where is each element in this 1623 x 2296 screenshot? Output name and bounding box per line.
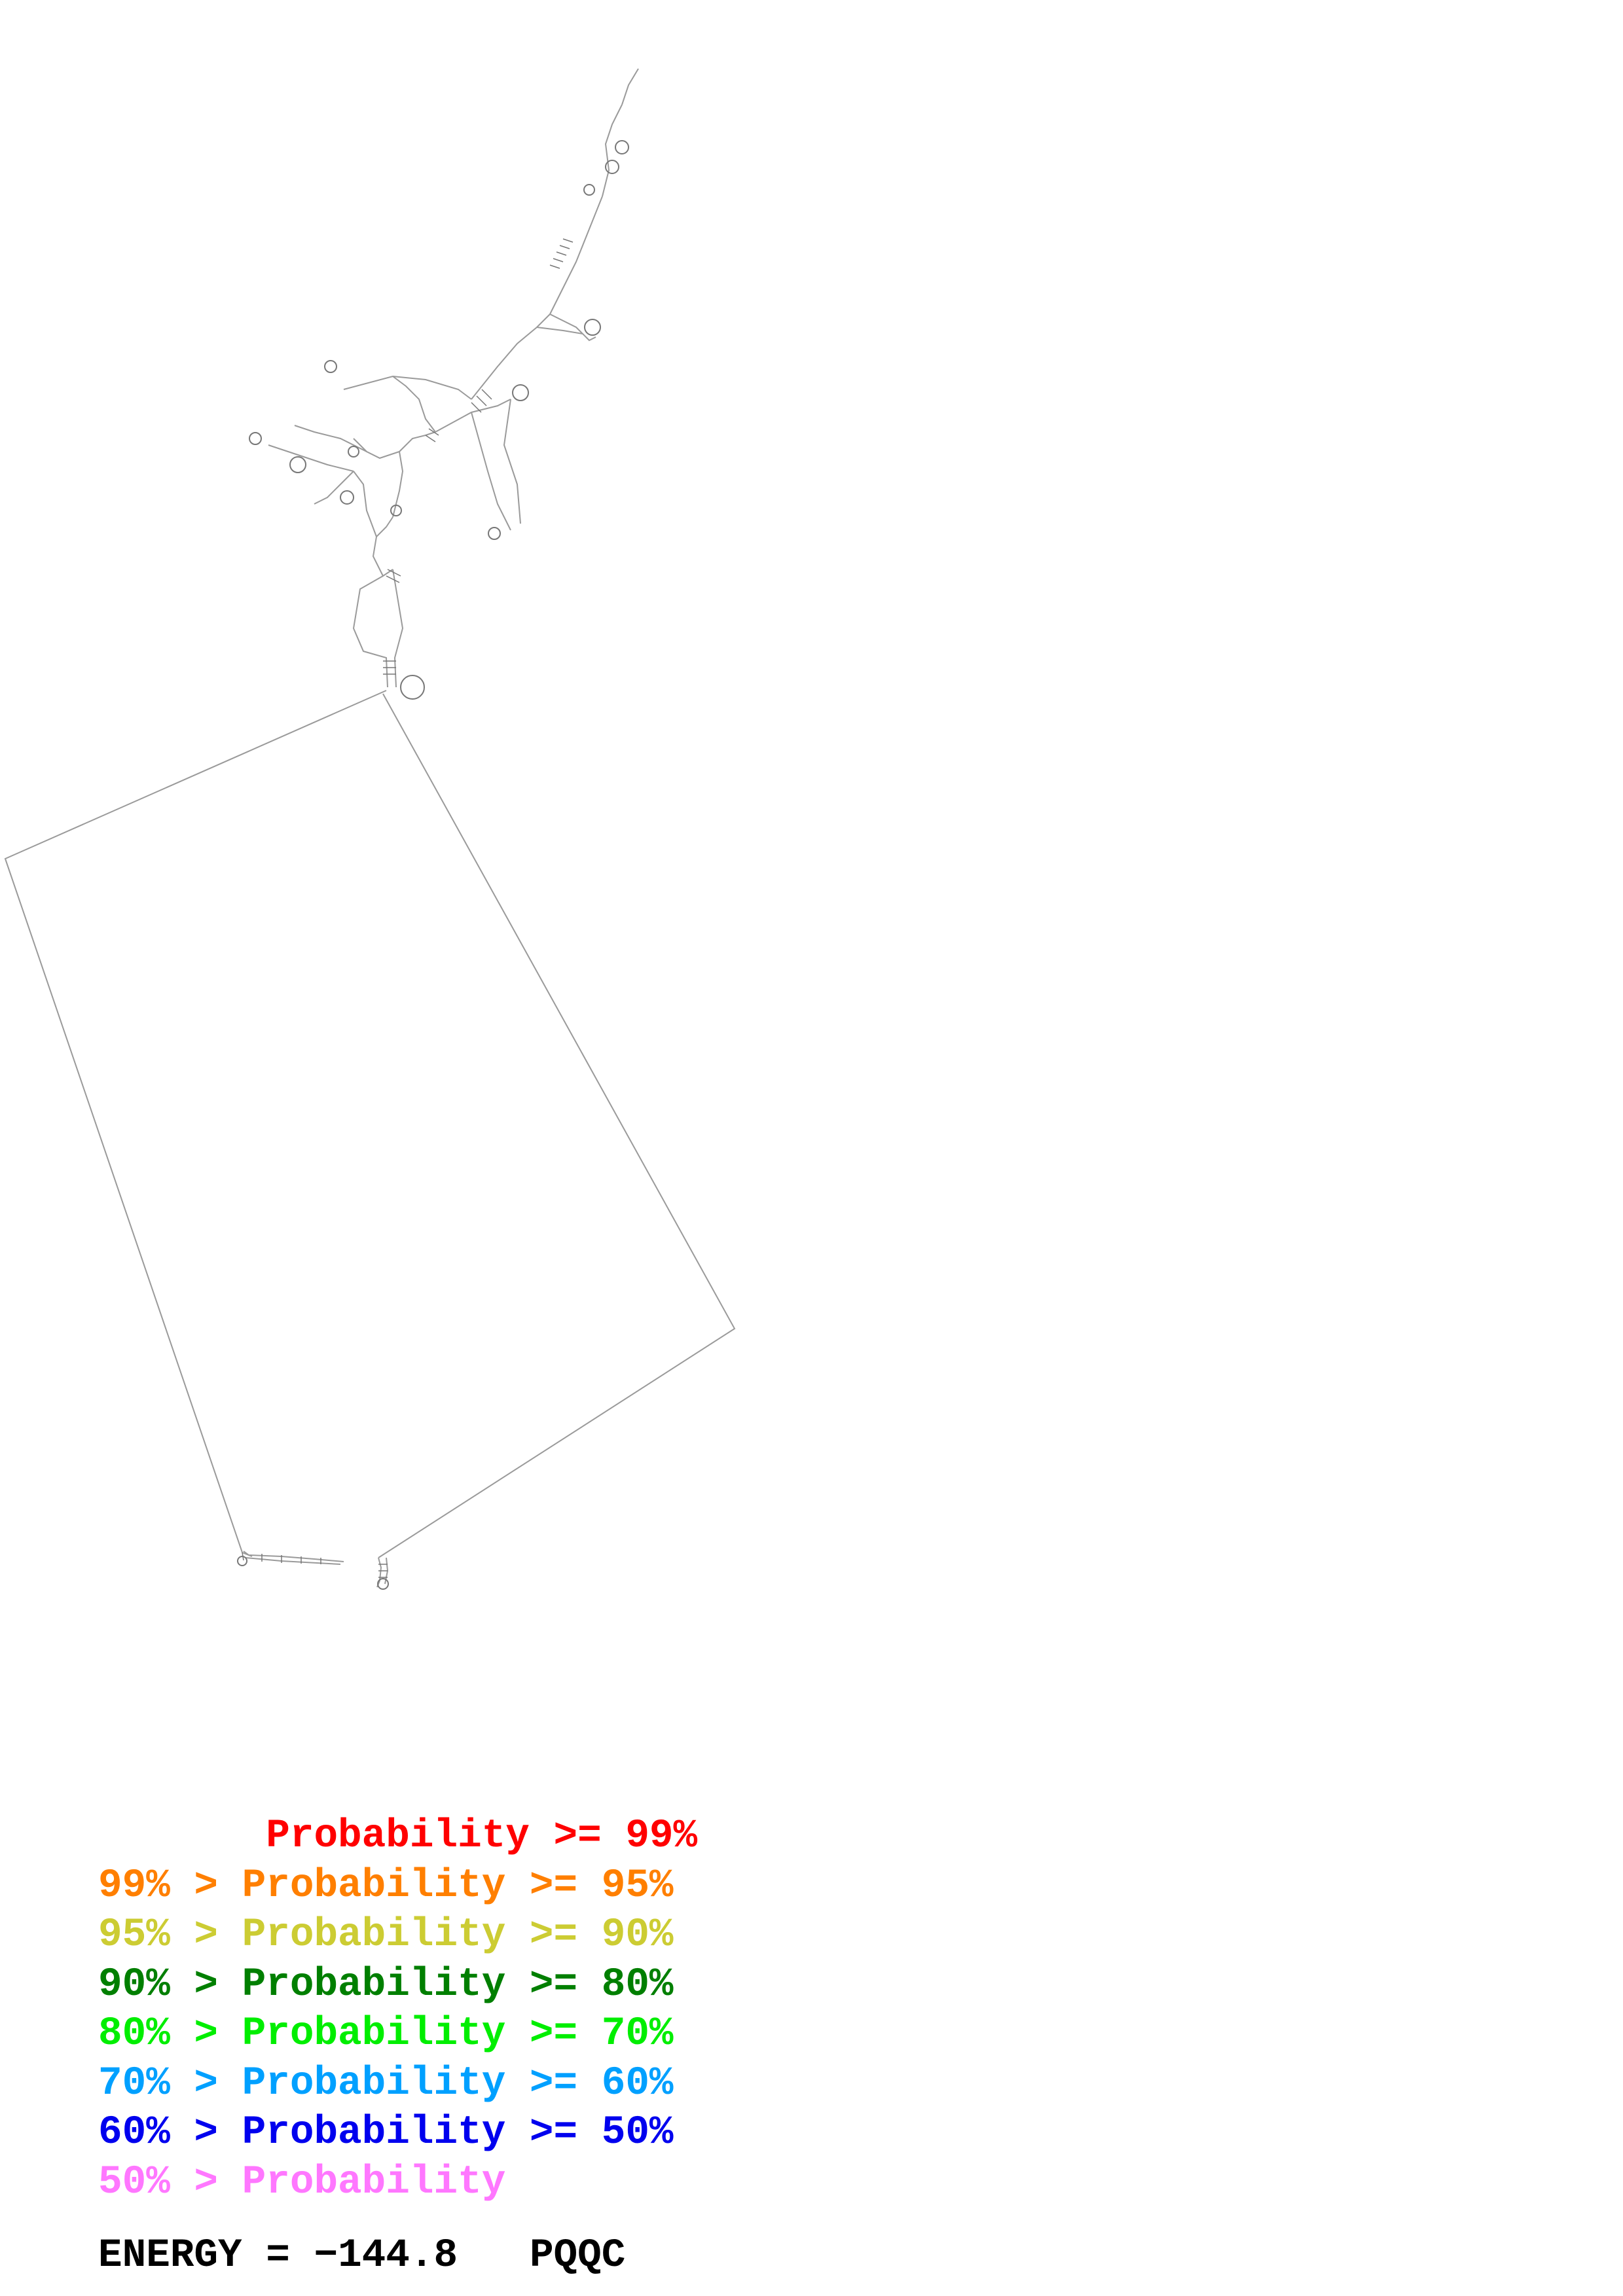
legend-row-5: 70% > Probability >= 60% [98,2060,674,2106]
upper-arm-4 [621,68,639,105]
hairpin-loop-mid [390,505,402,516]
hairpin-loop-upper-left [324,360,337,373]
legend-row-6: 60% > Probability >= 50% [98,2110,674,2155]
legend-row-2: 95% > Probability >= 90% [98,1912,674,1958]
upper-arm-branch [549,314,596,342]
base-pair [425,435,436,442]
hairpin-loop-right-2 [512,384,529,401]
hairpin-loop-upper [605,160,619,174]
base-pair [559,245,570,249]
upper-arm [471,314,551,400]
hairpin-loop-left-3 [348,446,359,457]
base-pair [549,264,560,269]
multiloop-lower [356,569,393,609]
base-pair [476,395,487,406]
energy-footer: ENERGY = −144.8 PQQC [98,2233,625,2278]
upper-junction [399,431,436,452]
upper-junction-2 [353,438,400,459]
branch-right [536,327,583,334]
hairpin-loop-left [289,456,306,473]
hairpin-loops [237,140,629,1590]
base-pair [387,569,401,577]
hairpin-loop-far-left [249,432,262,445]
base-pair [556,251,567,256]
base-pair [471,402,482,413]
main-stem-right [392,569,404,688]
base-pair [553,258,564,262]
hairpin-loop-top [615,140,629,154]
energy-value: −144.8 [314,2233,458,2278]
left-cluster-2 [314,471,354,505]
base-pair [428,428,439,436]
legend-row-0: Probability >= 99% [98,1814,698,1859]
hairpin-loop-bottom-left [237,1556,247,1566]
bottom-helix [243,1551,344,1562]
legend-row-3: 90% > Probability >= 80% [98,1962,674,2007]
base-pair [481,389,492,400]
multiloop-left [353,471,377,537]
energy-label: ENERGY = [98,2233,290,2278]
long-loop-to-hairpin [471,412,511,531]
base-pair-ticks [242,238,574,1578]
exterior-loop-backbone-right [378,693,736,1558]
base-pair [386,575,400,583]
bottom-helix-strand [245,1557,341,1565]
hairpin-loop-right [584,319,601,336]
long-loop-right [435,399,511,433]
upper-arm-3 [602,104,623,197]
upper-left-loop [343,375,472,400]
long-loop-back [503,399,521,524]
hairpin-loop-lower-right [488,527,501,540]
exterior-loop-backbone [4,690,387,1557]
base-pair [242,1552,244,1561]
main-stem [352,608,388,688]
upper-arm-2 [549,196,603,315]
hairpin-loop-large [400,675,425,700]
legend-row-4: 80% > Probability >= 70% [98,2011,674,2056]
left-cluster-3 [294,425,367,452]
multiloop-mid-2 [392,451,404,518]
structure-name: PQQC [529,2233,626,2278]
probability-legend: Probability >= 99% 99% > Probability >= 9… [98,1812,697,2207]
hairpin-loop-upper-2 [583,184,595,196]
hairpin-loop-left-2 [340,490,354,505]
upper-left-link [392,376,436,433]
backbone [4,68,736,1588]
left-cluster [268,444,354,472]
legend-row-1: 99% > Probability >= 95% [98,1863,674,1909]
base-pair [562,238,574,243]
rna-secondary-structure-diagram [4,68,736,1590]
legend-row-7: 50% > Probability [98,2159,506,2205]
hairpin-loop-bottom [377,1578,389,1590]
multiloop-mid [372,516,393,577]
